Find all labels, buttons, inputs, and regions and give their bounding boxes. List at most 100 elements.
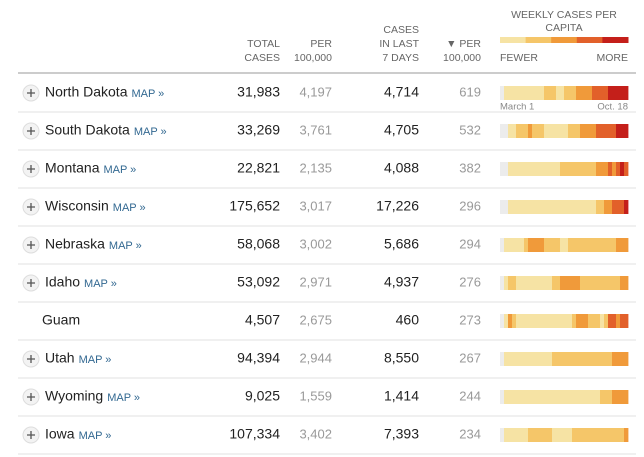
legend-label: FEWER xyxy=(500,52,538,64)
weekly-cell xyxy=(600,124,605,138)
weekly-cell xyxy=(588,124,593,138)
weekly-cell xyxy=(560,314,565,328)
weekly-cell xyxy=(576,428,581,442)
column-header: CAPITA xyxy=(545,22,582,34)
weekly-cell xyxy=(576,124,581,138)
weekly-cell xyxy=(500,162,505,176)
column-header: ▼ PER xyxy=(446,38,481,50)
map-link[interactable]: MAP » xyxy=(84,278,117,290)
weekly-cell xyxy=(552,238,557,252)
weekly-cell xyxy=(556,124,561,138)
weekly-cell xyxy=(552,86,557,100)
weekly-cell xyxy=(544,238,549,252)
table-row: South Dakota MAP » 33,269 3,761 4,705 532 xyxy=(18,122,636,151)
weekly-cell xyxy=(552,276,557,290)
weekly-cell xyxy=(504,352,509,366)
map-link[interactable]: MAP » xyxy=(131,88,164,100)
weekly-cell xyxy=(584,352,589,366)
weekly-cell xyxy=(624,86,629,100)
cases-last-7: 4,088 xyxy=(384,160,419,176)
map-link[interactable]: MAP » xyxy=(107,392,140,404)
weekly-cell xyxy=(616,390,621,404)
weekly-cell xyxy=(552,352,557,366)
weekly-cell xyxy=(548,162,553,176)
weekly-cell xyxy=(560,352,565,366)
weekly-cell xyxy=(516,352,521,366)
weekly-cell xyxy=(520,390,525,404)
per-100k: 3,017 xyxy=(299,198,332,213)
weekly-cell xyxy=(512,352,517,366)
weekly-cell xyxy=(616,238,621,252)
column-header: PER xyxy=(310,38,332,50)
weekly-cell xyxy=(528,390,533,404)
weekly-cell xyxy=(572,352,577,366)
weekly-cell xyxy=(504,200,509,214)
map-link[interactable]: MAP » xyxy=(109,240,142,252)
per-100k: 3,761 xyxy=(299,122,332,137)
weekly-cell xyxy=(580,314,585,328)
weekly-cell xyxy=(548,352,553,366)
map-link[interactable]: MAP » xyxy=(113,202,146,214)
weekly-cell xyxy=(608,314,613,328)
weekly-cell xyxy=(500,276,505,290)
weekly-cell xyxy=(560,238,565,252)
table-row: Montana MAP » 22,821 2,135 4,088 382 xyxy=(18,160,636,189)
weekly-cell xyxy=(576,390,581,404)
weekly-cell xyxy=(596,276,601,290)
weekly-cell xyxy=(572,238,577,252)
weekly-cell xyxy=(500,314,505,328)
per-100k-7: 532 xyxy=(459,122,481,137)
state-name: Iowa xyxy=(45,426,75,442)
weekly-cell xyxy=(568,200,573,214)
map-link[interactable]: MAP » xyxy=(134,126,167,138)
weekly-cell xyxy=(520,86,525,100)
weekly-cell xyxy=(544,200,549,214)
weekly-cell xyxy=(616,200,621,214)
weekly-cell xyxy=(536,200,541,214)
per-100k-7: 294 xyxy=(459,236,481,251)
weekly-cell xyxy=(520,162,525,176)
legend-swatch xyxy=(500,37,527,43)
weekly-cell xyxy=(540,238,545,252)
weekly-cell xyxy=(576,314,581,328)
weekly-cell xyxy=(612,200,617,214)
map-link[interactable]: MAP » xyxy=(103,164,136,176)
weekly-cell xyxy=(516,124,521,138)
state-name: South Dakota xyxy=(45,122,130,138)
weekly-cell xyxy=(500,428,505,442)
weekly-cell xyxy=(600,200,605,214)
weekly-cell xyxy=(608,428,613,442)
weekly-cell xyxy=(580,124,585,138)
weekly-cell xyxy=(592,390,597,404)
weekly-cell xyxy=(616,276,621,290)
weekly-cell xyxy=(512,238,517,252)
weekly-cell xyxy=(516,314,521,328)
strip-start: March 1 xyxy=(500,102,534,113)
weekly-cell xyxy=(552,124,557,138)
total-cases: 33,269 xyxy=(237,122,280,138)
weekly-cell xyxy=(520,200,525,214)
weekly-cell xyxy=(576,162,581,176)
map-link[interactable]: MAP » xyxy=(79,354,112,366)
per-100k-7: 276 xyxy=(459,274,481,289)
weekly-cell xyxy=(604,162,609,176)
weekly-cell xyxy=(612,238,617,252)
per-100k-7: 244 xyxy=(459,388,481,403)
weekly-cell xyxy=(596,124,601,138)
per-100k-7: 267 xyxy=(459,350,481,365)
weekly-cell xyxy=(504,390,509,404)
map-link[interactable]: MAP » xyxy=(79,430,112,442)
weekly-cell xyxy=(564,352,569,366)
weekly-cell xyxy=(616,86,621,100)
weekly-cell xyxy=(580,428,585,442)
weekly-cell xyxy=(616,124,621,138)
per-100k: 1,559 xyxy=(299,388,332,403)
weekly-cell xyxy=(620,86,625,100)
weekly-cell xyxy=(552,390,557,404)
weekly-cell xyxy=(504,86,509,100)
weekly-cell xyxy=(600,352,605,366)
total-cases: 9,025 xyxy=(245,388,280,404)
weekly-cell xyxy=(500,352,505,366)
weekly-cell xyxy=(500,86,505,100)
weekly-cell xyxy=(604,314,609,328)
